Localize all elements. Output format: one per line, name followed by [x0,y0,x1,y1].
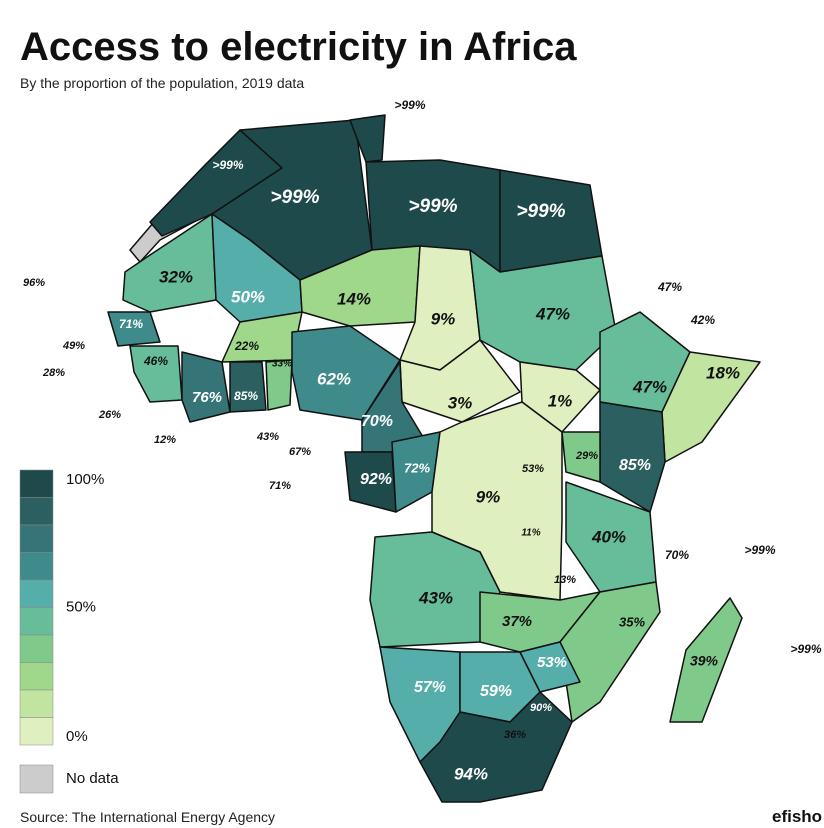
region-label: 37% [502,613,532,630]
region-label: 14% [337,289,371,308]
region-label: 67% [289,446,311,458]
region-label: 72% [404,460,430,475]
legend-swatch [19,497,54,526]
legend-swatch [19,469,54,498]
region-label: 40% [591,527,626,546]
region-label: 39% [690,653,719,669]
region-label: 71% [269,480,291,492]
region-label: 1% [548,391,573,410]
region [361,361,433,453]
region-label: 43% [418,588,453,607]
region-label: 36% [504,729,526,741]
region-label: 59% [480,683,512,700]
region [181,351,231,423]
legend-swatch [19,579,54,608]
region [265,359,293,411]
legend-swatch [19,662,54,691]
region-label: 47% [535,304,570,323]
region-label: 49% [62,340,85,352]
africa-map [107,114,761,803]
region-label: 13% [554,574,576,586]
region [519,361,601,433]
region-label: 11% [521,528,540,539]
legend-swatch [19,717,54,746]
legend-label: 50% [66,598,96,615]
legend-swatch [19,764,54,794]
region-label: 70% [665,548,689,562]
region-label: >99% [212,158,243,172]
region-label: 47% [657,280,682,294]
region-label: 50% [231,287,265,306]
region [661,351,761,463]
region [129,345,183,403]
subtitle: By the proportion of the population, 201… [20,75,304,91]
region-label: 76% [192,389,222,406]
title: Access to electricity in Africa [20,25,577,69]
region [221,311,303,363]
region-label: 47% [632,377,667,396]
region-label: 32% [159,267,193,286]
region-label: 94% [454,764,488,783]
region [519,641,581,693]
legend-label: No data [66,770,119,787]
region-label: 62% [317,369,351,388]
region-label: 70% [361,413,393,430]
legend-label: 100% [66,471,104,488]
source: Source: The International Energy Agency [20,809,275,825]
region-label: 33% [272,359,292,370]
region-label: >99% [270,187,319,208]
region [669,597,743,723]
region [561,431,601,483]
legend-swatch [19,607,54,636]
region-label: 12% [154,434,176,446]
region-label: 85% [234,389,258,403]
legend-swatch [19,524,54,553]
region-label: >99% [790,642,821,656]
region-label: >99% [394,98,425,112]
region-label: 92% [360,471,392,488]
region [107,311,161,347]
region-label: 28% [42,367,65,379]
region-label: 96% [23,277,45,289]
region-label: 9% [476,487,501,506]
region-label: 29% [575,450,598,462]
region [419,691,573,803]
region-label: 35% [619,614,645,629]
region-label: 53% [522,463,544,475]
map-labels: >99% >99% >99% >99% >99% 32% 50% 14% 9% 47% 96% 47%… [23,98,822,783]
region-label: >99% [408,196,457,217]
legend-swatch [19,689,54,718]
region-label: 26% [98,409,121,421]
legend-swatch [19,552,54,581]
region-label: 85% [619,457,651,474]
region-label: 71% [119,317,143,331]
legend: 100% 50% 0% No data [19,469,119,794]
brand: efisho [772,807,822,826]
region-label: 43% [256,431,279,443]
region-label: 42% [690,313,715,327]
region-label: 57% [414,679,446,696]
region-label: 9% [431,309,456,328]
region [229,361,267,413]
region-label: 46% [143,354,168,368]
region-label: 22% [234,339,259,353]
region-label: 53% [537,654,567,671]
region [349,114,386,163]
legend-swatch [19,634,54,663]
region-label: 3% [448,393,473,412]
region-label: >99% [744,543,775,557]
region-label: >99% [516,201,565,222]
region-label: 90% [530,702,552,714]
region-label: 18% [706,363,740,382]
legend-label: 0% [66,728,88,745]
